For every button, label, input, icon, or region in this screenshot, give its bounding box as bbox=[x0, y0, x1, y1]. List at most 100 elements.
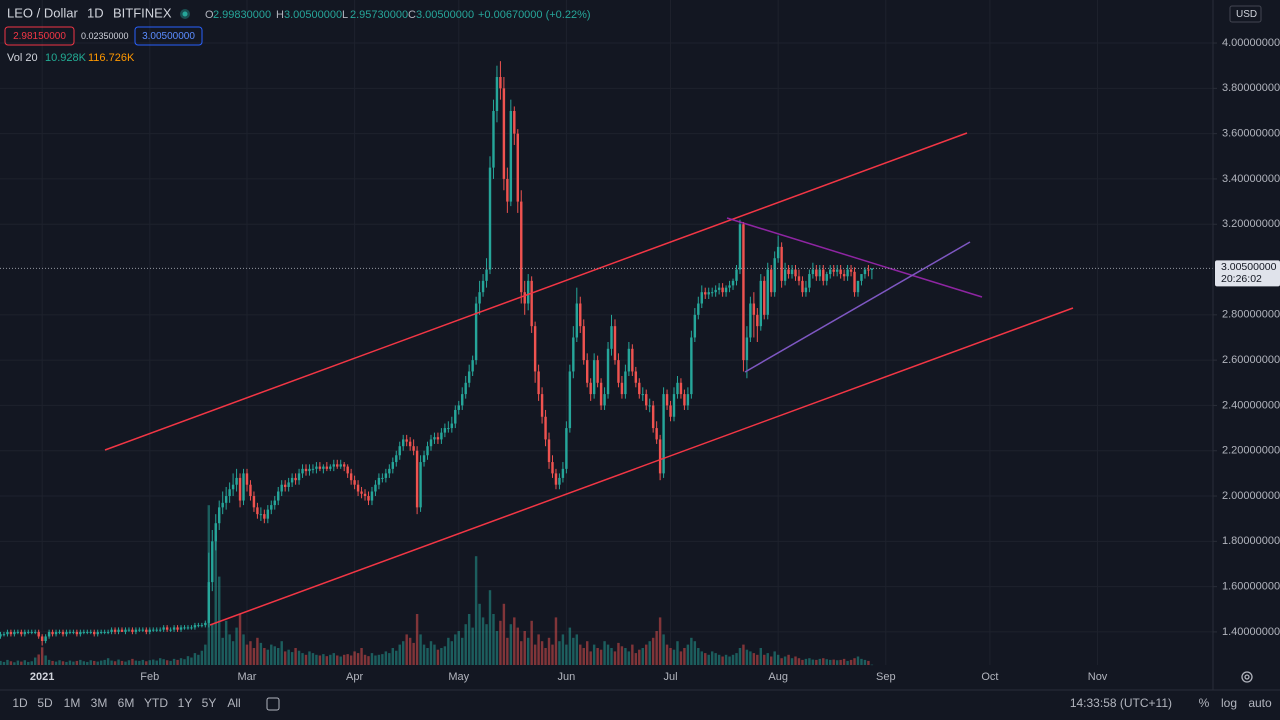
candle-body bbox=[481, 280, 485, 293]
range-button[interactable]: All bbox=[227, 696, 240, 710]
currency-button[interactable] bbox=[1229, 5, 1262, 23]
spread: 0.02350000 bbox=[81, 31, 129, 41]
candle-body bbox=[408, 441, 412, 447]
candle-body bbox=[75, 631, 79, 635]
volume-bar bbox=[794, 656, 797, 665]
candle-body bbox=[30, 631, 33, 633]
candle-body bbox=[172, 627, 176, 630]
volume-bar bbox=[624, 648, 627, 665]
volume-bar bbox=[485, 624, 488, 665]
volume-bar bbox=[68, 660, 72, 665]
candle-body bbox=[648, 405, 651, 407]
volume-bar bbox=[648, 641, 651, 665]
candle-body bbox=[238, 477, 242, 501]
candle-body bbox=[72, 631, 75, 633]
trend-line[interactable] bbox=[744, 241, 971, 373]
sell-button[interactable] bbox=[4, 26, 75, 46]
volume-bar bbox=[856, 656, 860, 665]
volume-bar bbox=[263, 648, 266, 665]
volume-bar bbox=[676, 641, 679, 665]
volume-bar bbox=[454, 634, 457, 665]
range-button[interactable]: 1D bbox=[12, 696, 28, 710]
candle-body bbox=[339, 464, 342, 467]
volume-bar bbox=[283, 651, 287, 665]
volume-bar bbox=[169, 660, 172, 665]
range-button[interactable]: 1Y bbox=[178, 696, 193, 710]
candle-body bbox=[721, 287, 724, 293]
candle-body bbox=[516, 133, 519, 202]
volume-bar bbox=[544, 648, 547, 665]
candle-body bbox=[523, 292, 526, 304]
volume-bar bbox=[297, 650, 301, 665]
ohlc-label: O bbox=[205, 9, 214, 21]
candle-body bbox=[169, 629, 172, 631]
trend-line[interactable] bbox=[104, 132, 968, 451]
range-button[interactable]: 1M bbox=[64, 696, 81, 710]
candle-body bbox=[412, 446, 415, 451]
candle-body bbox=[669, 405, 672, 417]
clock[interactable]: 14:33:58 (UTC+11) bbox=[1070, 696, 1172, 710]
volume-bar bbox=[783, 656, 787, 665]
volume-bar bbox=[773, 651, 776, 665]
ask[interactable]: 3.00500000 bbox=[142, 31, 195, 42]
candle-body bbox=[214, 523, 217, 542]
candle-body bbox=[277, 491, 280, 501]
scale-option[interactable]: % bbox=[1199, 696, 1210, 710]
candle-body bbox=[165, 627, 169, 630]
volume-bar bbox=[148, 660, 151, 665]
x-tick-label: Oct bbox=[981, 671, 998, 683]
candle-body bbox=[676, 382, 679, 395]
candle-body bbox=[717, 287, 721, 290]
volume-bar bbox=[186, 656, 190, 665]
ohlc-value: 2.99830000 bbox=[213, 9, 271, 21]
candle-body bbox=[193, 625, 197, 628]
volume-bar bbox=[645, 644, 648, 665]
volume-bar bbox=[790, 658, 794, 665]
range-button[interactable]: 5D bbox=[37, 696, 53, 710]
range-button[interactable]: 6M bbox=[118, 696, 135, 710]
candle-body bbox=[551, 462, 554, 474]
volume-bar bbox=[34, 657, 37, 665]
volume-bar bbox=[37, 654, 40, 665]
settings-icon[interactable] bbox=[1241, 671, 1253, 683]
candle-body bbox=[103, 631, 106, 633]
candle-body bbox=[860, 274, 863, 281]
volume-value: 10.928K bbox=[45, 52, 87, 64]
y-tick-label: 2.60000000 bbox=[1222, 354, 1280, 366]
trend-line[interactable] bbox=[209, 307, 1074, 626]
bid[interactable]: 2.98150000 bbox=[13, 31, 66, 42]
currency[interactable]: USD bbox=[1236, 9, 1257, 20]
scale-option[interactable]: log bbox=[1221, 696, 1237, 710]
symbol[interactable]: LEO / Dollar bbox=[7, 5, 78, 20]
candle-body bbox=[176, 627, 179, 630]
volume-bar bbox=[724, 654, 728, 665]
candle-body bbox=[117, 629, 120, 632]
volume-bar bbox=[683, 648, 686, 665]
candle-body bbox=[9, 631, 13, 635]
y-tick-label: 1.60000000 bbox=[1222, 581, 1280, 593]
range-button[interactable]: YTD bbox=[144, 696, 168, 710]
volume-bar bbox=[304, 654, 308, 665]
volume-bar bbox=[558, 641, 561, 665]
y-tick-label: 3.60000000 bbox=[1222, 128, 1280, 140]
volume-bar bbox=[554, 617, 558, 665]
candle-body bbox=[672, 394, 676, 417]
volume-bar bbox=[165, 660, 169, 665]
trend-line[interactable] bbox=[726, 217, 983, 298]
compare-icon[interactable] bbox=[266, 697, 280, 711]
range-button[interactable]: 3M bbox=[91, 696, 108, 710]
volume-bar bbox=[228, 634, 231, 665]
volume-bar bbox=[839, 659, 842, 665]
interval[interactable]: 1D bbox=[87, 5, 104, 20]
scale-option[interactable]: auto bbox=[1248, 696, 1272, 710]
exchange[interactable]: BITFINEX bbox=[113, 5, 172, 20]
candle-body bbox=[207, 582, 211, 623]
buy-button[interactable] bbox=[134, 26, 203, 46]
range-button[interactable]: 5Y bbox=[202, 696, 217, 710]
volume-bar bbox=[155, 660, 158, 665]
volume-bar bbox=[516, 627, 519, 665]
candle-body bbox=[530, 280, 533, 327]
candle-body bbox=[110, 629, 113, 632]
volume-bar bbox=[561, 634, 565, 665]
candle-body bbox=[211, 541, 214, 583]
